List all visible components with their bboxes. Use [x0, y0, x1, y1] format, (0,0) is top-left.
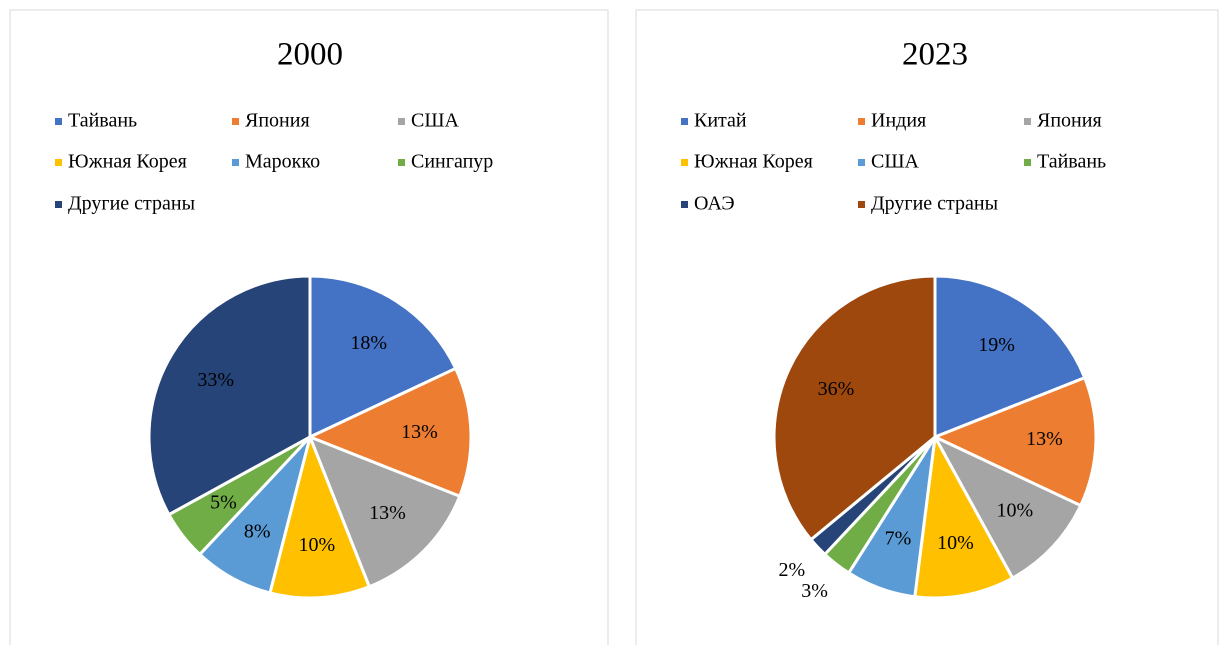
legend-label: Китай [694, 110, 747, 132]
legend-swatch [858, 201, 865, 208]
legend-label: Марокко [245, 151, 320, 173]
legend-label: Япония [245, 110, 310, 132]
pie-slice [147, 274, 312, 517]
legend-swatch [55, 159, 62, 166]
pie-slice [931, 375, 1098, 508]
pie-slice [913, 432, 1015, 600]
data-label: 3% [801, 580, 828, 602]
chart-title: 2000 [277, 37, 343, 73]
legend-swatch [398, 118, 405, 125]
data-label: 10% [937, 532, 974, 554]
pie-slice [307, 434, 462, 589]
legend-swatch [398, 159, 405, 166]
legend-swatch [1024, 118, 1031, 125]
data-label: 13% [369, 502, 406, 524]
legend-swatch [232, 159, 239, 166]
pie-slice [772, 274, 937, 542]
legend-label: ОАЭ [694, 193, 735, 215]
legend-label: Южная Корея [694, 151, 813, 173]
legend-swatch [681, 201, 688, 208]
legend-swatch [55, 201, 62, 208]
pie-slice [933, 274, 1087, 440]
panel-frame [635, 9, 1219, 645]
data-label: 5% [210, 492, 237, 514]
data-label: 36% [818, 378, 855, 400]
legend-swatch [55, 118, 62, 125]
data-label: 33% [197, 369, 234, 391]
legend-label: Япония [1037, 110, 1102, 132]
pie-slice [306, 366, 473, 499]
pie-slice [268, 432, 372, 600]
data-label: 8% [244, 521, 271, 543]
legend-swatch [1024, 159, 1031, 166]
legend-swatch [232, 118, 239, 125]
legend-label: Сингапур [411, 151, 493, 173]
legend-label: Южная Корея [68, 151, 187, 173]
data-label: 19% [978, 334, 1015, 356]
panel-frame [9, 9, 609, 645]
chart-title: 2023 [902, 37, 968, 73]
data-label: 7% [885, 528, 912, 550]
legend-label: Другие страны [68, 193, 195, 215]
legend-label: США [871, 151, 920, 173]
legend-label: Тайвань [1037, 151, 1106, 173]
data-label: 10% [299, 534, 336, 556]
legend-label: США [411, 110, 460, 132]
data-label: 2% [778, 559, 805, 581]
legend-swatch [681, 159, 688, 166]
data-label: 18% [350, 332, 387, 354]
data-label: 10% [996, 500, 1033, 522]
legend-label: Другие страны [871, 193, 998, 215]
legend-swatch [858, 118, 865, 125]
pie-slice [308, 274, 458, 440]
data-label: 13% [1026, 428, 1063, 450]
legend-label: Индия [871, 110, 926, 132]
legend-label: Тайвань [68, 110, 137, 132]
legend-swatch [858, 159, 865, 166]
data-label: 13% [401, 421, 438, 443]
pie-slice [931, 433, 1083, 581]
legend-swatch [681, 118, 688, 125]
